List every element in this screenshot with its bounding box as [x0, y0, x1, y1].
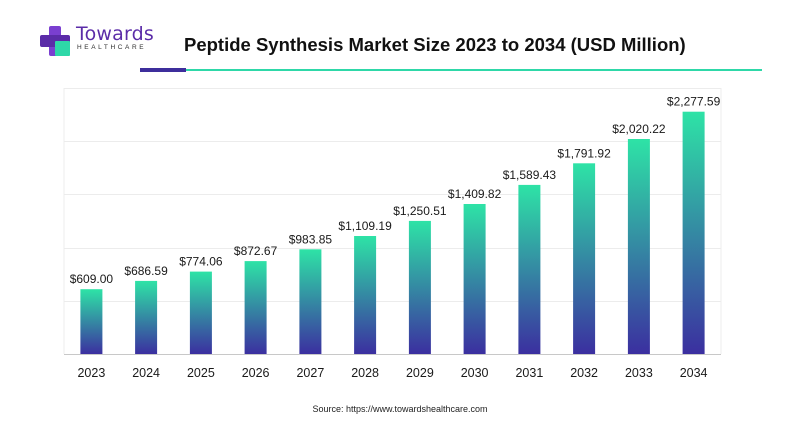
- brand-subtitle: HEALTHCARE: [77, 44, 147, 51]
- bar-2030: [463, 204, 486, 354]
- x-tick-2027: 2027: [296, 366, 324, 380]
- data-label-2034: $2,277.59: [667, 95, 721, 109]
- x-tick-2023: 2023: [77, 366, 105, 380]
- bar-2032: [573, 163, 596, 354]
- bar-2028: [354, 236, 377, 354]
- data-label-2028: $1,109.19: [338, 219, 392, 233]
- bar-2025: [189, 271, 212, 354]
- data-label-2030: $1,409.82: [448, 187, 502, 201]
- x-tick-2032: 2032: [570, 366, 598, 380]
- data-labels: $609.00 $686.59 $774.06 $872.67 $983.85 $1,10…: [70, 95, 721, 287]
- bar-chart: $609.00 $686.59 $774.06 $872.67 $983.85 $1,10…: [63, 88, 722, 380]
- data-label-2023: $609.00: [70, 272, 114, 286]
- bar-2023: [80, 289, 103, 354]
- bar-2029: [408, 220, 431, 354]
- x-tick-labels: 2023 2024 2025 2026 2027 2028 2029 2030 2031 2032…: [77, 366, 707, 380]
- x-tick-2034: 2034: [680, 366, 708, 380]
- data-label-2025: $774.06: [179, 255, 223, 269]
- x-tick-2026: 2026: [242, 366, 270, 380]
- gridlines: [63, 88, 722, 355]
- source-note: Source: https://www.towardshealthcare.co…: [312, 404, 488, 414]
- x-tick-2029: 2029: [406, 366, 434, 380]
- bar-2033: [627, 139, 650, 354]
- brand-wordmark: Towards HEALTHCARE: [76, 24, 154, 52]
- x-tick-2031: 2031: [515, 366, 543, 380]
- data-label-2024: $686.59: [124, 264, 168, 278]
- data-label-2032: $1,791.92: [557, 146, 611, 160]
- bar-2031: [518, 184, 541, 354]
- brand-name: Towards: [76, 23, 155, 45]
- brand-logo[interactable]: Towards HEALTHCARE: [38, 22, 178, 62]
- bar-2024: [135, 280, 158, 354]
- data-label-2027: $983.85: [289, 232, 333, 246]
- bar-2026: [244, 261, 267, 354]
- header: Towards HEALTHCARE Peptide Synthesis Mar…: [0, 0, 800, 80]
- title-underline-accent: [140, 68, 186, 72]
- medical-cross-icon: [40, 26, 70, 56]
- title-underline: [186, 69, 762, 71]
- data-label-2026: $872.67: [234, 244, 278, 258]
- chart-area: $609.00 $686.59 $774.06 $872.67 $983.85 $1,10…: [0, 80, 800, 395]
- data-label-2033: $2,020.22: [612, 122, 666, 136]
- bar-2027: [299, 249, 322, 354]
- x-tick-2024: 2024: [132, 366, 160, 380]
- bar-2034: [682, 111, 705, 354]
- bars: [80, 111, 705, 354]
- x-tick-2033: 2033: [625, 366, 653, 380]
- page-title: Peptide Synthesis Market Size 2023 to 20…: [184, 34, 686, 55]
- data-label-2031: $1,589.43: [503, 168, 557, 182]
- data-label-2029: $1,250.51: [393, 204, 447, 218]
- x-tick-2028: 2028: [351, 366, 379, 380]
- x-tick-2025: 2025: [187, 366, 215, 380]
- x-tick-2030: 2030: [461, 366, 489, 380]
